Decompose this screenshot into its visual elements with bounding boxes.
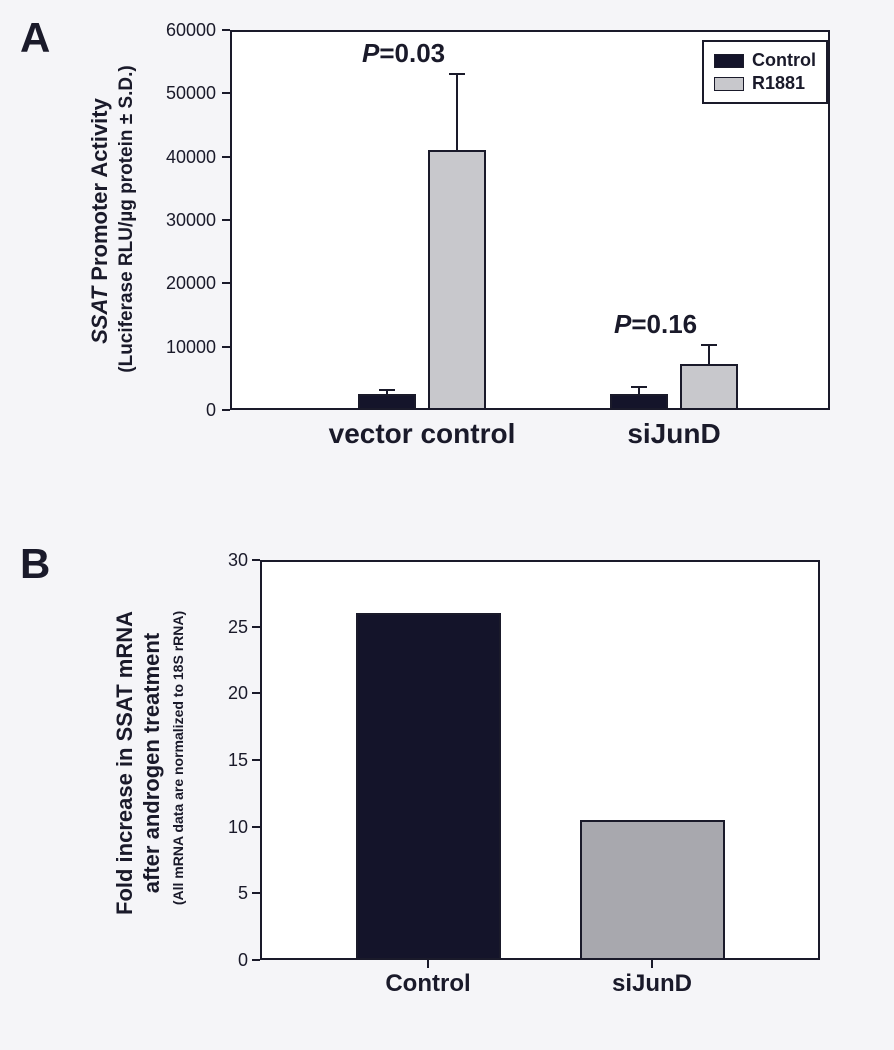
chart-a-xlabel: siJunD xyxy=(554,418,794,450)
chart-b-ytick xyxy=(252,559,260,561)
ssat-italic: SSAT xyxy=(87,287,112,344)
chart-a-ytick-label: 0 xyxy=(152,400,216,421)
chart-a-bar xyxy=(428,150,486,410)
chart-a-ytick xyxy=(222,156,230,158)
chart-a-ytick-label: 60000 xyxy=(152,20,216,41)
legend-swatch-r1881 xyxy=(714,77,744,91)
chart-b-xlabel: siJunD xyxy=(562,970,742,998)
chart-a-bar xyxy=(680,364,738,410)
chart-b-ytick-label: 10 xyxy=(212,817,248,838)
chart-b-ytick-label: 15 xyxy=(212,750,248,771)
chart-b-ytick-label: 0 xyxy=(212,950,248,971)
chart-b-yaxis-title-3: (All mRNA data are normalized to 18S rRN… xyxy=(170,558,186,958)
chart-a-ytick xyxy=(222,92,230,94)
chart-a-bar xyxy=(358,394,416,410)
chart-a-errorbar-stem xyxy=(456,74,458,150)
chart-a-ytick-label: 30000 xyxy=(152,210,216,231)
legend-row-r1881: R1881 xyxy=(714,73,816,94)
legend-label-r1881: R1881 xyxy=(752,73,805,94)
chart-a-ytick xyxy=(222,219,230,221)
chart-a-ytick-label: 50000 xyxy=(152,83,216,104)
chart-a-errorbar-stem xyxy=(708,345,710,364)
chart-a-pvalue: P=0.16 xyxy=(614,309,697,340)
chart-b-plot-area xyxy=(260,560,820,960)
panel-label-b: B xyxy=(20,540,50,588)
legend-label-control: Control xyxy=(752,50,816,71)
chart-b-ytick xyxy=(252,759,260,761)
chart-a-xlabel: vector control xyxy=(302,418,542,450)
chart-b-ytick-label: 5 xyxy=(212,883,248,904)
chart-a-ytick xyxy=(222,409,230,411)
chart-b-ytick xyxy=(252,826,260,828)
chart-a-ytick xyxy=(222,29,230,31)
chart-a-yaxis-title-2: (Luciferase RLU/µg protein ± S.D.) xyxy=(116,29,138,409)
chart-b-yaxis-title-2: after androgen treatment xyxy=(139,563,165,963)
chart-a-yaxis-title-1: SSAT Promoter Activity xyxy=(87,31,113,411)
legend-swatch-control xyxy=(714,54,744,68)
chart-b-xtick xyxy=(427,960,429,968)
chart-a-errorbar-cap xyxy=(631,386,647,388)
chart-a-yaxis-t1-rest: Promoter Activity xyxy=(87,98,112,281)
chart-a-errorbar-cap xyxy=(379,389,395,391)
chart-b-ytick xyxy=(252,892,260,894)
chart-b-ytick xyxy=(252,626,260,628)
chart-b-ytick-label: 25 xyxy=(212,617,248,638)
chart-a-errorbar-stem xyxy=(638,387,640,395)
chart-b-ytick-label: 30 xyxy=(212,550,248,571)
chart-a-pvalue: P=0.03 xyxy=(362,38,445,69)
chart-a-ytick xyxy=(222,282,230,284)
chart-b-xtick xyxy=(651,960,653,968)
chart-a-errorbar-cap xyxy=(701,344,717,346)
legend-row-control: Control xyxy=(714,50,816,71)
chart-b-bar xyxy=(356,613,501,960)
chart-b-yaxis-title-1: Fold increase in SSAT mRNA xyxy=(112,563,138,963)
chart-a-ytick-label: 40000 xyxy=(152,147,216,168)
chart-b-ytick xyxy=(252,959,260,961)
chart-a-bar xyxy=(610,394,668,410)
chart-a-errorbar-cap xyxy=(449,73,465,75)
chart-b-bar xyxy=(580,820,725,960)
chart-a-legend: Control R1881 xyxy=(702,40,828,104)
chart-b-xlabel: Control xyxy=(338,970,518,998)
chart-a-ytick xyxy=(222,346,230,348)
chart-a-ytick-label: 20000 xyxy=(152,273,216,294)
chart-b-ytick xyxy=(252,692,260,694)
panel-label-a: A xyxy=(20,14,50,62)
chart-b-ytick-label: 20 xyxy=(212,683,248,704)
chart-a-ytick-label: 10000 xyxy=(152,337,216,358)
